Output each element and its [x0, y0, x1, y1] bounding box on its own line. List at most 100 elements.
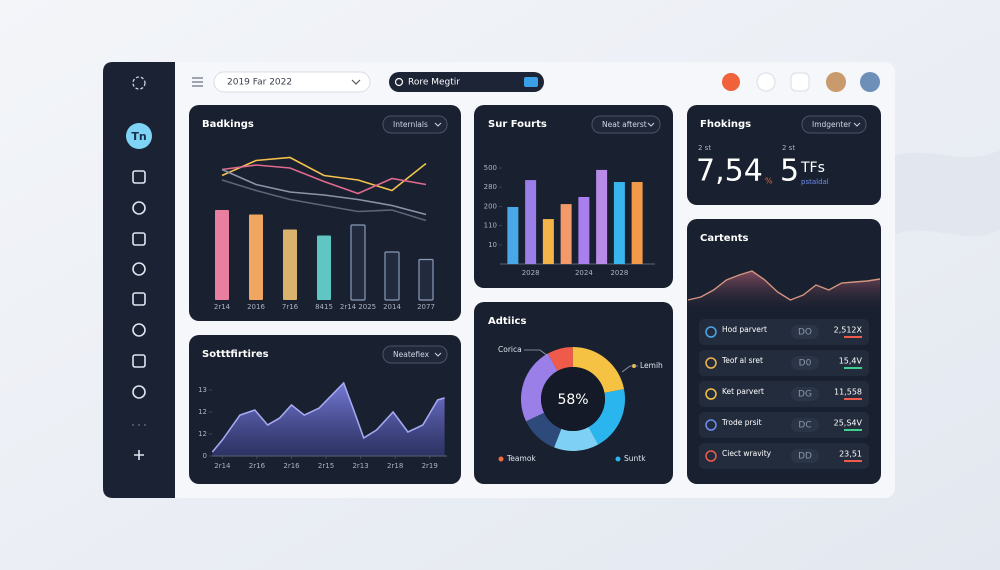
row-code-pill — [791, 325, 819, 339]
bar — [384, 251, 400, 301]
line-series — [221, 164, 427, 195]
filter-dropdown[interactable] — [382, 345, 448, 364]
chevron — [434, 122, 442, 127]
x-tick-label: 2028 — [610, 269, 628, 277]
nav-item[interactable] — [132, 232, 146, 246]
y-tick-label: 110 — [484, 222, 497, 230]
filter-label: Neatefiex — [393, 350, 430, 359]
x-tick-label: 2r13 — [352, 462, 368, 470]
donut-segment — [588, 389, 625, 445]
donut-hole — [541, 367, 605, 431]
nav-icon — [132, 354, 146, 368]
row-name: Teof al sret — [721, 356, 763, 365]
nav-item[interactable] — [132, 262, 146, 276]
row-icon — [705, 450, 717, 462]
bar — [525, 180, 537, 264]
x-tick-label: 8415 — [315, 303, 333, 311]
filter-dropdown[interactable] — [382, 115, 448, 134]
message-icon[interactable] — [790, 72, 810, 92]
nav-icon — [132, 292, 146, 306]
chevron — [853, 122, 861, 127]
x-tick-label: 2r14 — [214, 303, 231, 311]
nav-item[interactable] — [132, 170, 146, 184]
card-title: Cartents — [700, 233, 748, 244]
area-fill — [212, 382, 445, 456]
row-icon — [705, 326, 717, 338]
bar — [418, 258, 434, 301]
alert-icon[interactable] — [722, 73, 740, 91]
row-value: 15,4V — [839, 357, 863, 366]
x-tick-label: 2r14 2025 — [340, 303, 376, 311]
filter-label: Imdgenter — [812, 120, 852, 129]
row-code: D0 — [799, 359, 812, 369]
card-title: Badkings — [202, 119, 254, 130]
nav-dot — [144, 424, 146, 426]
row-value: 2,512X — [834, 326, 863, 335]
row-code: DD — [798, 452, 812, 462]
nav-icon — [132, 323, 146, 337]
bar — [507, 206, 519, 264]
row-value: 25,S4V — [834, 419, 863, 428]
x-tick-label: 2014 — [383, 303, 401, 311]
y-tick-label: 12 — [198, 430, 207, 438]
nav-item[interactable] — [132, 292, 146, 306]
row-value: 23,51 — [839, 450, 862, 459]
bar — [542, 219, 554, 264]
nav-icon — [132, 262, 146, 276]
add-button[interactable] — [134, 450, 144, 460]
bar — [215, 210, 229, 300]
callout-line — [621, 365, 638, 373]
callout-label: Lemih — [640, 361, 663, 370]
user-avatar — [126, 123, 152, 149]
list-row[interactable] — [699, 319, 869, 345]
search-box[interactable] — [389, 72, 544, 92]
avatar-1[interactable] — [826, 72, 846, 92]
y-tick-label: 12 — [198, 408, 207, 416]
nav-item[interactable] — [132, 201, 146, 215]
list-row[interactable] — [699, 412, 869, 438]
bar — [350, 224, 366, 301]
nav-dot — [132, 424, 134, 426]
callout-label: Corica — [498, 345, 522, 354]
list-row[interactable] — [699, 350, 869, 376]
y-tick-label: 500 — [484, 164, 497, 172]
row-code-pill — [791, 387, 819, 401]
donut-segment — [572, 347, 625, 393]
filter-label: Neat afterst — [602, 120, 647, 129]
filter-dropdown[interactable] — [801, 115, 867, 134]
nav-item[interactable] — [132, 385, 146, 399]
search-button — [524, 77, 538, 87]
row-trend — [844, 367, 862, 369]
row-trend — [844, 460, 862, 462]
date-select[interactable] — [213, 71, 371, 93]
avatar-2[interactable] — [860, 72, 880, 92]
bar — [631, 182, 643, 264]
menu-icon — [192, 77, 203, 87]
legend-dot — [498, 456, 504, 462]
filter-label: Internlals — [393, 120, 428, 129]
row-code-pill — [791, 449, 819, 463]
kpi-value: 7,54 — [696, 154, 763, 189]
x-tick-label: 2024 — [575, 269, 593, 277]
list-row[interactable] — [699, 381, 869, 407]
x-tick-label: 2028 — [522, 269, 540, 277]
refresh-icon[interactable] — [756, 72, 776, 92]
row-name: Hod parvert — [722, 325, 767, 334]
card-title: Adtiics — [488, 316, 526, 327]
row-code: DG — [798, 390, 812, 400]
filter-dropdown[interactable] — [591, 115, 661, 134]
callout-line — [524, 349, 549, 357]
nav-item[interactable] — [132, 323, 146, 337]
nav-item[interactable] — [132, 354, 146, 368]
row-icon — [705, 419, 717, 431]
x-tick-label: 2r16 — [249, 462, 266, 470]
list-row[interactable] — [699, 443, 869, 469]
area-line — [687, 270, 881, 301]
x-tick-label: 2r16 — [283, 462, 300, 470]
nav-icon — [132, 385, 146, 399]
background-wave — [880, 150, 1000, 240]
sidebar — [103, 62, 175, 498]
kpi-unit: % — [765, 177, 773, 186]
kpi-note: pstaldal — [801, 178, 829, 186]
row-code-pill — [791, 356, 819, 370]
